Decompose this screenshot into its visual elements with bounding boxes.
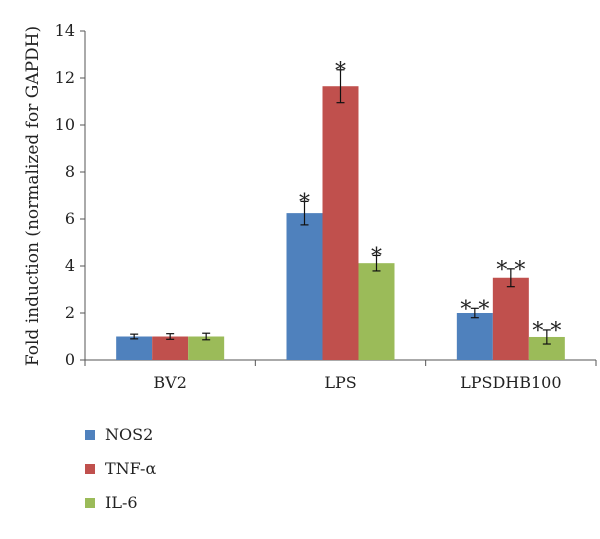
bar [152,336,189,360]
plot-area: 0 2 4 6 8 10 12 14 BV2 * * * LPS * * * * * * LPSDHB100 [55,21,597,392]
legend: NOS2 TNF-α IL-6 [85,425,156,512]
x-tick-label: LPS [324,373,356,392]
y-axis-label: Fold induction (normalized for GAPDH) [23,26,43,366]
x-tick-label: BV2 [153,373,187,392]
y-tick-label: 8 [65,162,75,181]
x-tick-label: LPSDHB100 [460,373,561,392]
y-tick-label: 10 [55,115,75,134]
legend-swatch [85,464,95,474]
y-tick-label: 14 [55,21,75,40]
bar [116,336,153,360]
y-tick-label: 2 [65,303,75,322]
significance-mark: * * [496,258,525,283]
y-tick-label: 4 [65,256,75,275]
legend-label: IL-6 [105,493,138,512]
significance-mark: * [335,59,346,84]
bar [528,336,565,360]
legend-label: TNF-α [105,459,156,478]
legend-swatch [85,498,95,508]
bar [322,86,359,360]
y-tick-label: 12 [55,68,75,87]
y-tick-label: 0 [65,350,75,369]
significance-mark: * * [532,319,561,344]
bar [286,213,323,360]
legend-label: NOS2 [105,425,153,444]
legend-swatch [85,430,95,440]
bar [492,277,529,360]
y-tick-label: 6 [65,209,75,228]
bar [358,263,395,360]
bar [188,336,225,360]
significance-mark: * [371,244,382,269]
significance-mark: * [299,190,310,215]
bar [456,313,493,360]
significance-mark: * * [460,297,489,322]
